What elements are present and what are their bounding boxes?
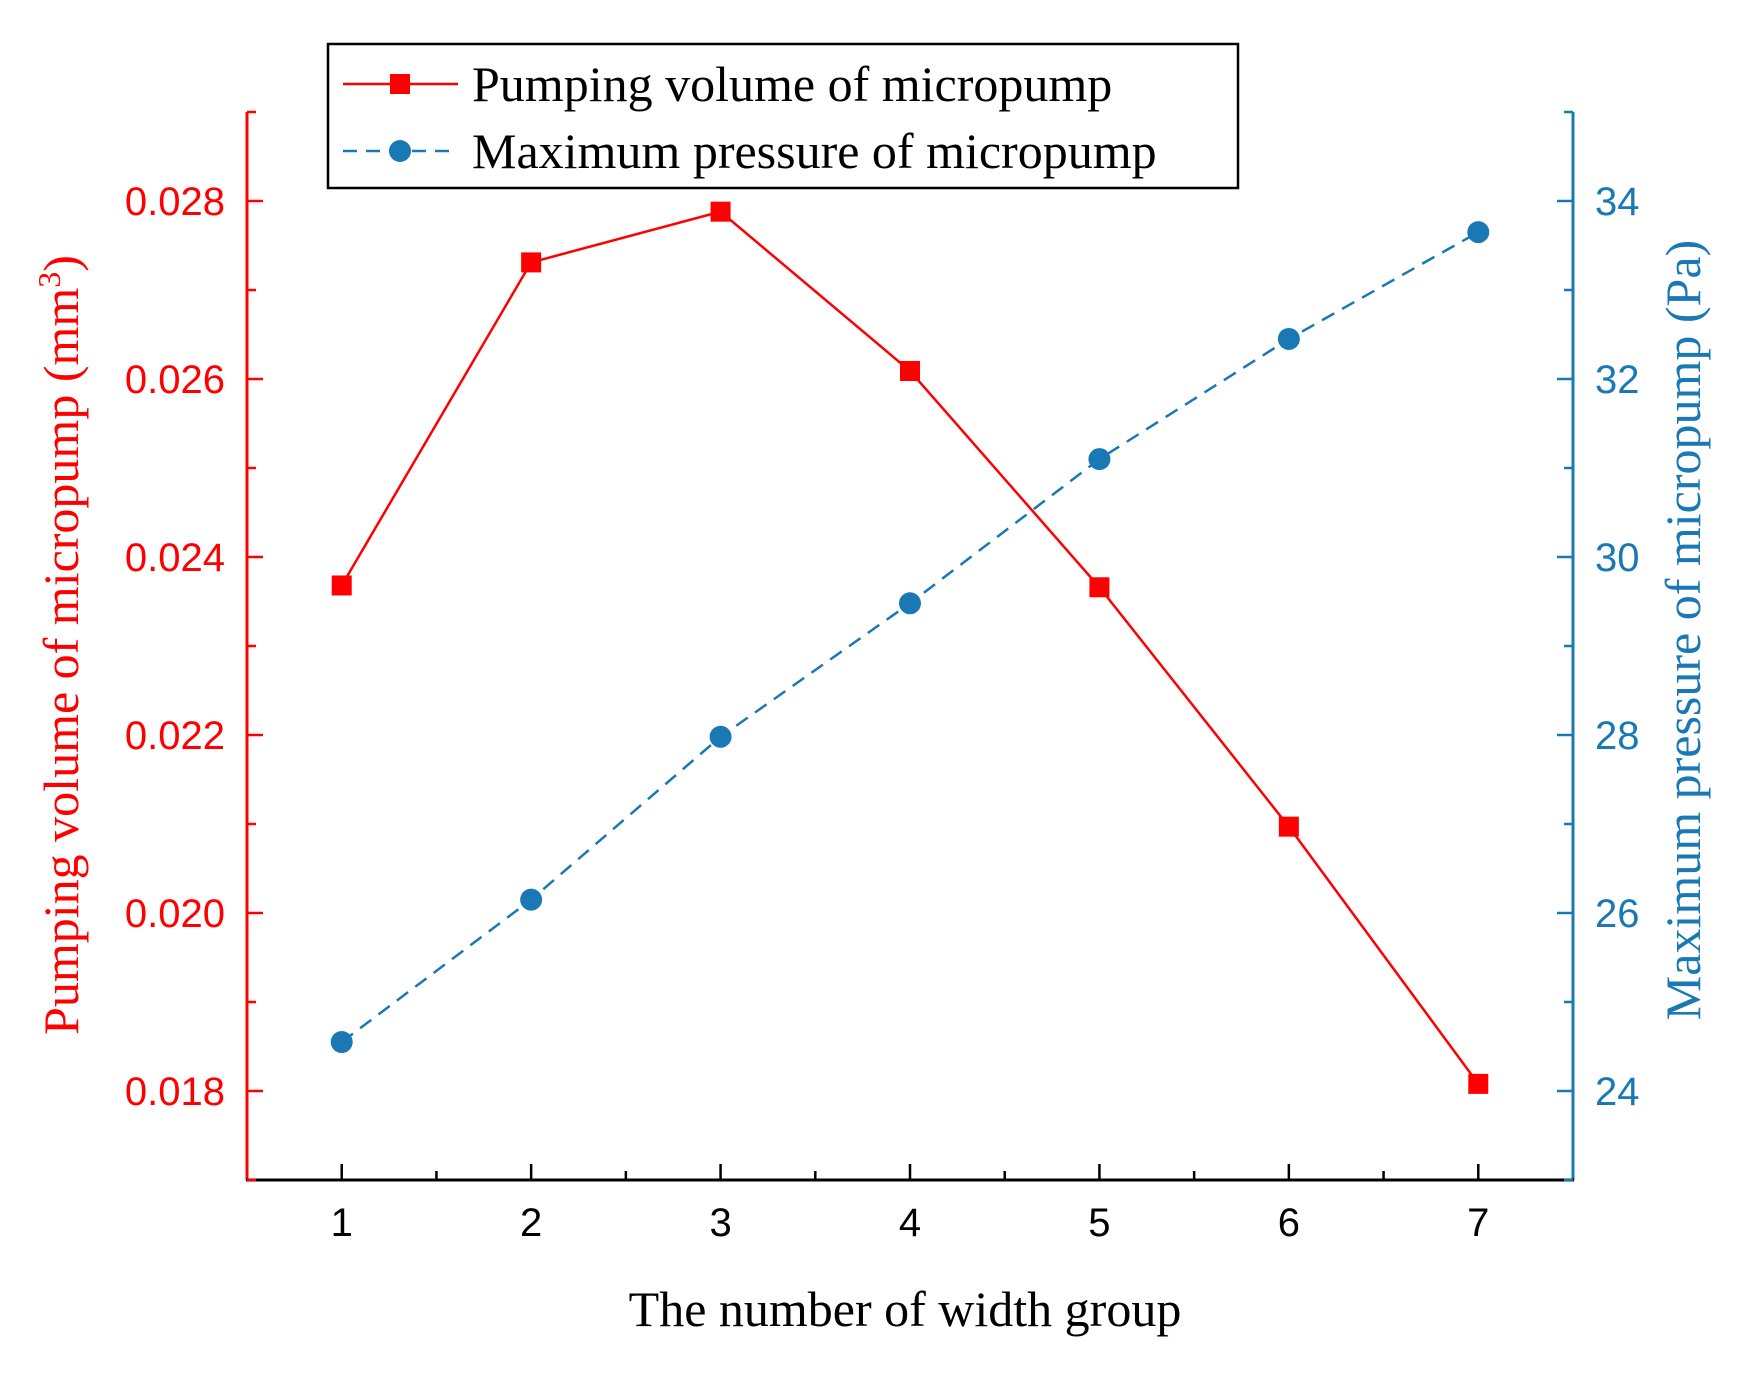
- left-tick-label: 0.020: [125, 892, 225, 936]
- right-tick-label: 32: [1595, 358, 1640, 402]
- right-tick-label: 26: [1595, 892, 1640, 936]
- data-point-square: [521, 252, 542, 273]
- data-point-circle: [899, 592, 921, 615]
- data-point-circle: [330, 1031, 353, 1054]
- left-tick-label: 0.026: [125, 358, 225, 402]
- x-axis-ticks: 1 2 3 4 5 6 7: [331, 1164, 1489, 1245]
- data-point-circle: [1088, 448, 1111, 471]
- data-point-circle: [1467, 221, 1490, 244]
- data-point-square: [1089, 577, 1110, 598]
- series-markers: [330, 201, 1490, 1094]
- series-lines: [340, 210, 1480, 1085]
- right-tick-label: 34: [1595, 180, 1640, 224]
- x-tick-label: 2: [520, 1201, 542, 1245]
- data-point-square: [1468, 1073, 1489, 1094]
- series-line-1: [340, 210, 1480, 1085]
- legend-marker-square: [390, 74, 410, 94]
- left-y-axis-title: Pumping volume of micropump (mm3): [31, 255, 89, 1035]
- right-y-axis-title: Maximum pressure of micropump (Pa): [1655, 240, 1711, 1020]
- legend: Pumping volume of micropump Maximum press…: [326, 42, 1240, 190]
- right-tick-label: 24: [1595, 1070, 1640, 1114]
- left-y-axis-title-superscript: 3: [31, 272, 67, 288]
- legend-items: Pumping volume of micropump Maximum press…: [343, 56, 1157, 179]
- x-tick-label: 4: [899, 1201, 921, 1245]
- data-point-circle: [520, 888, 543, 911]
- left-y-axis-title-end: ): [33, 255, 89, 272]
- x-axis-title: The number of width group: [629, 1281, 1182, 1337]
- legend-box: [326, 42, 1240, 190]
- data-point-square: [900, 360, 920, 381]
- left-y-axis-title-main: Pumping volume of micropump (mm: [33, 288, 89, 1035]
- series-line-2: [340, 231, 1479, 1044]
- x-tick-label: 3: [709, 1201, 731, 1245]
- x-tick-label: 5: [1088, 1201, 1110, 1245]
- left-tick-label: 0.018: [125, 1070, 225, 1114]
- data-point-circle: [709, 725, 732, 748]
- left-tick-label: 0.022: [125, 714, 225, 758]
- left-tick-label: 0.028: [125, 180, 225, 224]
- legend-marker-circle: [389, 140, 411, 162]
- right-y-axis-ticks: 24 26 28 30 32 34: [1557, 110, 1640, 1182]
- right-tick-label: 30: [1595, 536, 1640, 580]
- data-point-square: [710, 201, 731, 222]
- right-tick-label: 28: [1595, 714, 1640, 758]
- data-point-circle: [1277, 327, 1300, 350]
- data-point-square: [331, 575, 352, 596]
- x-tick-label: 1: [331, 1201, 353, 1245]
- x-tick-label: 6: [1278, 1201, 1300, 1245]
- legend-label-2: Maximum pressure of micropump: [472, 123, 1157, 179]
- legend-label-1: Pumping volume of micropump: [472, 56, 1112, 112]
- left-y-axis-ticks: 0.018 0.020 0.022 0.024 0.026 0.028: [125, 110, 263, 1182]
- data-point-square: [1278, 816, 1299, 837]
- x-tick-label: 7: [1467, 1201, 1489, 1245]
- left-tick-label: 0.024: [125, 536, 225, 580]
